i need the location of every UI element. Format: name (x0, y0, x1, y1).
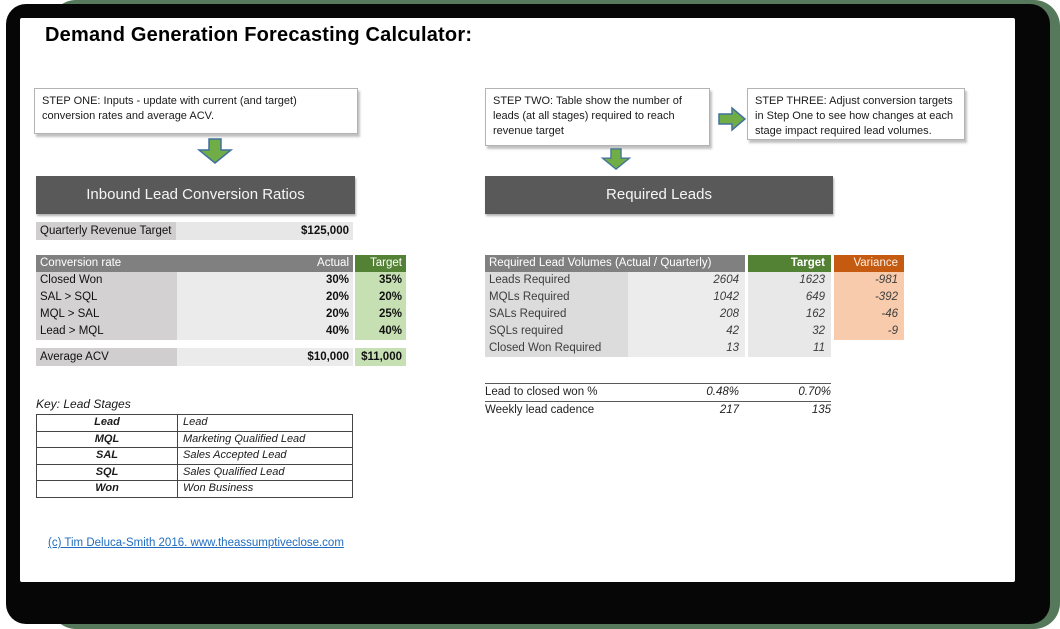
actual-value-cell[interactable]: 20% (177, 306, 353, 323)
acv-label: Average ACV (36, 348, 177, 366)
step-two-note: STEP TWO: Table show the number of leads… (485, 88, 710, 146)
key-abbr: SQL (37, 464, 178, 481)
key-abbr: Lead (37, 415, 178, 431)
page-title: Demand Generation Forecasting Calculator… (45, 24, 473, 46)
row-label: Closed Won Required (485, 340, 628, 357)
key-row: MQL Marketing Qualified Lead (37, 431, 352, 449)
key-abbr: Won (37, 481, 178, 497)
target-cell: 649 (748, 289, 831, 306)
summary-actual: 0.48% (706, 386, 739, 398)
variance-cell (834, 340, 904, 357)
revenue-target-value[interactable]: $125,000 (176, 222, 353, 240)
row-label: SAL > SQL (36, 289, 177, 306)
key-full: Won Business (183, 482, 254, 495)
acv-target-cell[interactable]: $11,000 (355, 348, 406, 366)
variance-cell: -46 (834, 306, 904, 323)
key-full: Sales Qualified Lead (183, 465, 285, 478)
key-row: SQL Sales Qualified Lead (37, 464, 352, 482)
target-value-cell[interactable]: 20% (355, 289, 406, 306)
target-value-cell[interactable]: 35% (355, 272, 406, 289)
key-full: Marketing Qualified Lead (183, 432, 306, 445)
conversion-header-actual: Actual (317, 257, 349, 269)
summary-row: Lead to closed won % 0.48% 0.70% (485, 383, 831, 401)
key-full: Lead (183, 416, 208, 428)
target-cell: 1623 (748, 272, 831, 289)
key-row: SAL Sales Accepted Lead (37, 448, 352, 465)
volumes-header-variance: Variance (834, 255, 904, 272)
section-header-inbound: Inbound Lead Conversion Ratios (36, 176, 355, 214)
conversion-table-header: Conversion rate Actual (36, 255, 353, 272)
key-full: Sales Accepted Lead (183, 449, 287, 462)
actual-value-cell[interactable]: 20% (177, 289, 353, 306)
target-cell: 32 (748, 323, 831, 340)
credit-link[interactable]: (c) Tim Deluca-Smith 2016. www.theassump… (48, 537, 344, 549)
row-label: Leads Required (485, 272, 628, 289)
variance-cell: -392 (834, 289, 904, 306)
key-abbr: SAL (37, 448, 178, 464)
down-arrow-icon (196, 138, 234, 164)
actual-cell: 1042 (628, 289, 745, 306)
row-label: SQLs required (485, 323, 628, 340)
key-abbr: MQL (37, 431, 178, 448)
target-value-cell[interactable]: 40% (355, 323, 406, 340)
volumes-header-target: Target (748, 255, 831, 272)
summary-row: Weekly lead cadence 217 135 (485, 401, 831, 419)
summary-target: 135 (811, 404, 831, 416)
volumes-header-label: Required Lead Volumes (Actual / Quarterl… (485, 255, 745, 272)
variance-cell: -9 (834, 323, 904, 340)
target-cell: 11 (748, 340, 831, 357)
summary-actual: 217 (719, 404, 739, 416)
revenue-target-label: Quarterly Revenue Target (36, 222, 176, 240)
section-header-required: Required Leads (485, 176, 833, 214)
actual-cell: 13 (628, 340, 745, 357)
page: Demand Generation Forecasting Calculator… (20, 18, 1015, 582)
actual-cell: 2604 (628, 272, 745, 289)
step-one-note: STEP ONE: Inputs - update with current (… (34, 88, 358, 134)
actual-cell: 208 (628, 306, 745, 323)
summary-label: Weekly lead cadence (485, 404, 595, 416)
step-three-note: STEP THREE: Adjust conversion targets in… (747, 88, 965, 140)
conversion-header-label: Conversion rate (40, 257, 122, 269)
row-label: SALs Required (485, 306, 628, 323)
down-arrow-icon (600, 148, 632, 170)
right-arrow-icon (718, 106, 747, 132)
key-table: Lead Lead MQL Marketing Qualified Lead S… (36, 414, 353, 498)
row-label: Lead > MQL (36, 323, 177, 340)
actual-value-cell[interactable]: 40% (177, 323, 353, 340)
summary-target: 0.70% (798, 386, 831, 398)
actual-cell: 42 (628, 323, 745, 340)
key-row: Lead Lead (37, 415, 352, 432)
conversion-header-target: Target (355, 255, 406, 272)
actual-value-cell[interactable]: 30% (177, 272, 353, 289)
row-label: MQL > SAL (36, 306, 177, 323)
key-row: Won Won Business (37, 481, 352, 497)
acv-actual-cell[interactable]: $10,000 (177, 348, 353, 366)
variance-cell: -981 (834, 272, 904, 289)
row-label: MQLs Required (485, 289, 628, 306)
target-cell: 162 (748, 306, 831, 323)
target-value-cell[interactable]: 25% (355, 306, 406, 323)
summary-label: Lead to closed won % (485, 386, 598, 398)
row-label: Closed Won (36, 272, 177, 289)
key-title: Key: Lead Stages (36, 397, 131, 411)
